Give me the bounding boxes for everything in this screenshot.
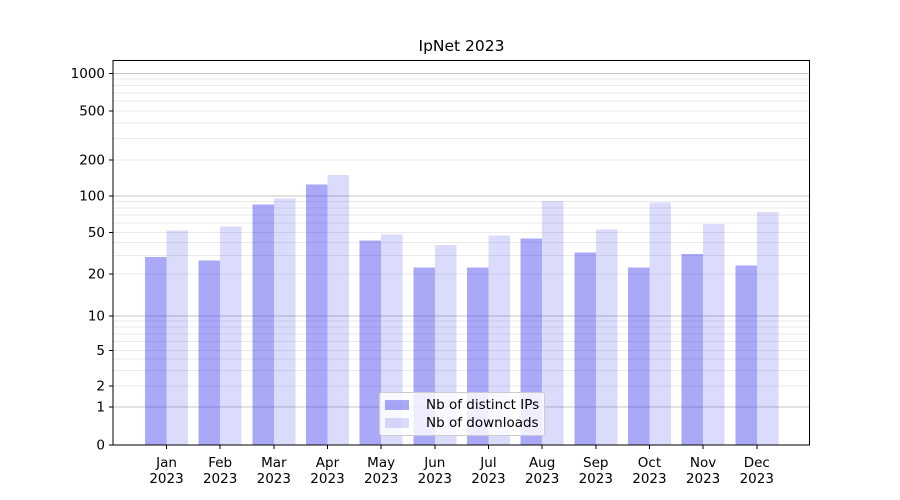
x-tick-label-month: Jan	[155, 455, 177, 471]
legend: Nb of distinct IPs Nb of downloads	[379, 392, 545, 436]
x-tick-label-month: Aug	[529, 455, 555, 471]
x-tick-label-month: May	[367, 455, 395, 471]
x-tick-label-month: Jul	[479, 455, 496, 471]
bar-distinct-ips-oct	[627, 267, 650, 445]
x-tick-label-year: 2023	[471, 471, 505, 487]
x-tick-label-year: 2023	[418, 471, 452, 487]
x-tick-label-year: 2023	[579, 471, 613, 487]
bar-downloads-apr	[327, 174, 349, 445]
bar-downloads-sep	[595, 229, 618, 445]
bar-distinct-ips-dec	[735, 265, 757, 445]
y-tick-label: 50	[88, 225, 105, 241]
bar-distinct-ips-may	[359, 240, 382, 445]
x-tick-label-year: 2023	[364, 471, 398, 487]
y-tick-label: 100	[79, 189, 105, 205]
x-tick-label-year: 2023	[740, 471, 774, 487]
chart-title: IpNet 2023	[418, 37, 505, 55]
y-tick-label: 20	[88, 267, 105, 283]
legend-swatch-distinct-ips	[385, 399, 409, 410]
x-tick-label-month: Apr	[316, 455, 340, 471]
legend-swatch-downloads	[385, 418, 409, 429]
x-tick-label-month: Feb	[208, 455, 232, 471]
x-tick-label-month: Sep	[583, 455, 608, 471]
bar-downloads-nov	[703, 223, 725, 445]
x-tick-label-year: 2023	[203, 471, 237, 487]
bar-distinct-ips-nov	[681, 254, 704, 445]
y-tick-label: 200	[79, 153, 105, 169]
plot-border	[112, 60, 810, 446]
bar-distinct-ips-mar	[252, 204, 274, 445]
x-tick-label-year: 2023	[257, 471, 291, 487]
legend-item-downloads: Nb of downloads	[385, 414, 539, 432]
bar-distinct-ips-sep	[574, 252, 596, 445]
x-tick-label-month: Mar	[261, 455, 287, 471]
y-tick-label: 2	[96, 379, 105, 395]
y-tick-label: 0	[96, 438, 105, 454]
bar-downloads-feb	[220, 226, 242, 445]
bar-distinct-ips-apr	[305, 184, 328, 445]
y-tick-label: 500	[79, 104, 105, 120]
bars	[145, 174, 779, 445]
legend-item-distinct-ips: Nb of distinct IPs	[385, 396, 540, 414]
legend-label-downloads: Nb of downloads	[426, 415, 539, 432]
x-tick-label-month: Oct	[638, 455, 661, 471]
bar-downloads-oct	[649, 202, 671, 445]
x-tick-label-year: 2023	[149, 471, 183, 487]
x-tick-label-month: Jun	[423, 455, 445, 471]
x-tick-label-year: 2023	[525, 471, 559, 487]
bar-distinct-ips-feb	[198, 260, 221, 445]
y-tick-label: 5	[96, 343, 105, 359]
bar-downloads-aug	[542, 200, 564, 445]
bar-downloads-jan	[166, 230, 188, 445]
tick-marks	[109, 73, 758, 449]
y-tick-label: 1	[96, 400, 105, 416]
bar-distinct-ips-jan	[145, 257, 167, 445]
y-tick-label: 1000	[71, 66, 105, 82]
legend-label-distinct-ips: Nb of distinct IPs	[426, 396, 540, 413]
x-tick-label-month: Nov	[690, 455, 716, 471]
x-tick-label-month: Dec	[744, 455, 770, 471]
bar-downloads-mar	[273, 198, 296, 445]
x-tick-label-year: 2023	[310, 471, 344, 487]
minor-gridlines	[113, 78, 810, 387]
x-tick-label-year: 2023	[632, 471, 666, 487]
x-tick-label-year: 2023	[686, 471, 720, 487]
bar-downloads-dec	[756, 211, 779, 445]
y-tick-label: 10	[88, 309, 105, 325]
tick-labels: 01251020501002005001000Jan2023Feb2023Mar…	[71, 66, 774, 487]
